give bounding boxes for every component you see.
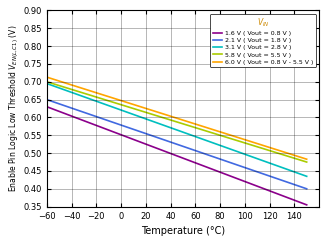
X-axis label: Temperature (°C): Temperature (°C): [141, 226, 225, 236]
Y-axis label: Enable Pin Logic Low Threshold $V_{EN(L,C1)}$ (V): Enable Pin Logic Low Threshold $V_{EN(L,…: [7, 25, 21, 192]
Legend: 1.6 V ( Vout = 0.8 V ), 2.1 V ( Vout = 1.8 V ), 3.1 V ( Vout = 2.8 V ), 5.8 V ( : 1.6 V ( Vout = 0.8 V ), 2.1 V ( Vout = 1…: [210, 14, 316, 67]
